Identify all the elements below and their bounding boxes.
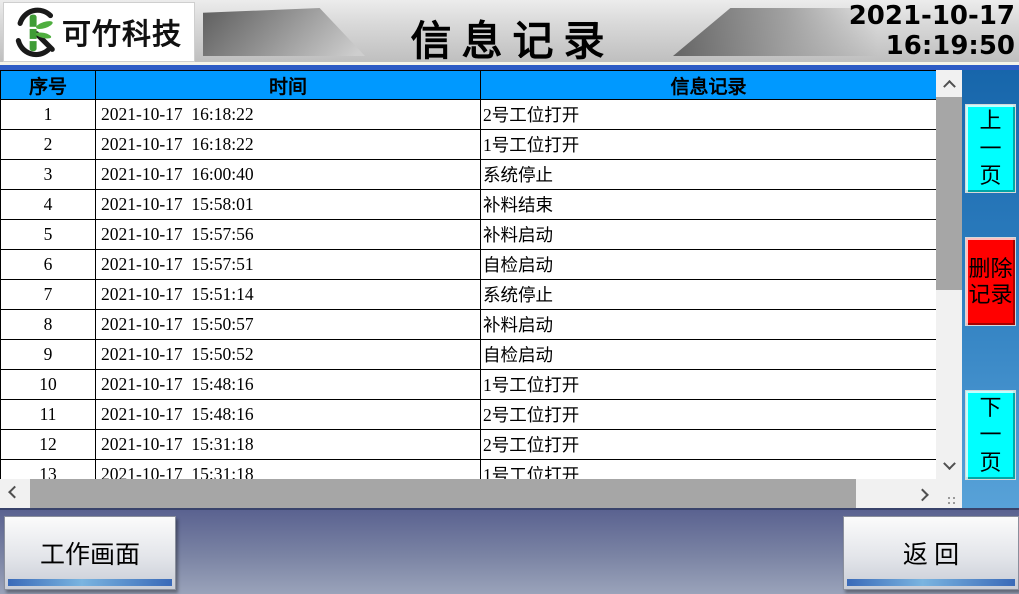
delete-records-button[interactable]: 删除记录 xyxy=(965,237,1016,326)
cell-time: 2021-10-17 16:18:22 xyxy=(95,99,481,130)
cell-time: 2021-10-17 15:31:18 xyxy=(95,429,481,460)
table-row[interactable]: 10 2021-10-17 15:48:16 1号工位打开 xyxy=(0,369,936,400)
side-button-panel: 上一页 删除记录 下一页 xyxy=(962,70,1019,508)
cell-no: 2 xyxy=(0,129,96,160)
header-separator-light xyxy=(0,62,1019,65)
scroll-left-button[interactable] xyxy=(0,479,28,508)
back-button[interactable]: 返 回 xyxy=(843,516,1019,590)
back-label: 返 回 xyxy=(902,542,960,569)
page-title: 信息记录 xyxy=(410,18,615,64)
column-header-time: 时间 xyxy=(95,70,481,100)
cell-no: 12 xyxy=(0,429,96,460)
table-row[interactable]: 9 2021-10-17 15:50:52 自检启动 xyxy=(0,339,936,370)
table-row[interactable]: 3 2021-10-17 16:00:40 系统停止 xyxy=(0,159,936,190)
horizontal-scrollbar[interactable] xyxy=(0,479,936,508)
cell-message: 补料启动 xyxy=(480,309,936,340)
cell-message: 1号工位打开 xyxy=(480,369,936,400)
cell-time: 2021-10-17 15:50:57 xyxy=(95,309,481,340)
table-row[interactable]: 4 2021-10-17 15:58:01 补料结束 xyxy=(0,189,936,220)
table-row[interactable]: 12 2021-10-17 15:31:18 2号工位打开 xyxy=(0,429,936,460)
horizontal-scroll-thumb[interactable] xyxy=(30,479,856,508)
cell-no: 8 xyxy=(0,309,96,340)
cell-message: 系统停止 xyxy=(480,279,936,310)
scroll-right-button[interactable] xyxy=(908,479,936,508)
scroll-up-icon xyxy=(942,79,956,93)
cell-message: 自检启动 xyxy=(480,249,936,280)
scrollbar-corner xyxy=(936,479,962,508)
button-accent-stripe xyxy=(8,579,172,586)
cell-time: 2021-10-17 15:31:18 xyxy=(95,459,481,479)
cell-no: 4 xyxy=(0,189,96,220)
cell-message: 补料结束 xyxy=(480,189,936,220)
next-page-label: 下一页 xyxy=(979,394,1002,475)
cell-no: 9 xyxy=(0,339,96,370)
cell-no: 5 xyxy=(0,219,96,250)
work-screen-label: 工作画面 xyxy=(39,542,140,569)
scroll-down-button[interactable] xyxy=(936,453,962,479)
table-row[interactable]: 2 2021-10-17 16:18:22 1号工位打开 xyxy=(0,129,936,160)
date-text: 2021-10-17 xyxy=(848,1,1015,31)
cell-time: 2021-10-17 15:57:56 xyxy=(95,219,481,250)
next-page-button[interactable]: 下一页 xyxy=(965,390,1016,480)
cell-time: 2021-10-17 15:51:14 xyxy=(95,279,481,310)
datetime-display: 2021-10-17 16:19:50 xyxy=(849,1,1015,61)
kezhu-logo-icon xyxy=(15,7,55,58)
cell-time: 2021-10-17 15:57:51 xyxy=(95,249,481,280)
header-bar: 可竹科技 信息记录 2021-10-17 16:19:50 xyxy=(0,0,1019,64)
cell-time: 2021-10-17 15:48:16 xyxy=(95,369,481,400)
cell-message: 自检启动 xyxy=(480,339,936,370)
scroll-left-icon xyxy=(7,485,21,499)
cell-no: 7 xyxy=(0,279,96,310)
cell-no: 3 xyxy=(0,159,96,190)
scroll-up-button[interactable] xyxy=(936,70,962,96)
cell-message: 1号工位打开 xyxy=(480,129,936,160)
previous-page-label: 上一页 xyxy=(979,108,1002,189)
table-row[interactable]: 8 2021-10-17 15:50:57 补料启动 xyxy=(0,309,936,340)
cell-message: 1号工位打开 xyxy=(480,459,936,479)
cell-time: 2021-10-17 15:50:52 xyxy=(95,339,481,370)
cell-no: 13 xyxy=(0,459,96,479)
button-accent-stripe xyxy=(847,579,1015,586)
time-text: 16:19:50 xyxy=(885,31,1015,61)
table-row[interactable]: 1 2021-10-17 16:18:22 2号工位打开 xyxy=(0,99,936,130)
cell-time: 2021-10-17 15:48:16 xyxy=(95,399,481,430)
table-header-row: 序号 时间 信息记录 xyxy=(0,70,936,100)
column-header-no: 序号 xyxy=(0,70,96,100)
decor-ribbon-left xyxy=(203,8,365,56)
delete-records-label: 删除记录 xyxy=(968,256,1013,307)
cell-message: 系统停止 xyxy=(480,159,936,190)
cell-no: 10 xyxy=(0,369,96,400)
table-row[interactable]: 5 2021-10-17 15:57:56 补料启动 xyxy=(0,219,936,250)
column-header-msg: 信息记录 xyxy=(480,70,936,100)
previous-page-button[interactable]: 上一页 xyxy=(965,104,1016,193)
cell-no: 1 xyxy=(0,99,96,130)
table-row[interactable]: 7 2021-10-17 15:51:14 系统停止 xyxy=(0,279,936,310)
cell-message: 2号工位打开 xyxy=(480,99,936,130)
cell-no: 6 xyxy=(0,249,96,280)
cell-time: 2021-10-17 16:00:40 xyxy=(95,159,481,190)
resize-grip-icon xyxy=(953,497,955,499)
cell-time: 2021-10-17 16:18:22 xyxy=(95,129,481,160)
decor-ribbon-right xyxy=(673,8,878,56)
cell-message: 补料启动 xyxy=(480,219,936,250)
scroll-down-icon xyxy=(942,456,956,470)
logo-text: 可竹科技 xyxy=(62,19,183,51)
cell-no: 11 xyxy=(0,399,96,430)
cell-time: 2021-10-17 15:58:01 xyxy=(95,189,481,220)
vertical-scroll-thumb[interactable] xyxy=(936,97,962,290)
bottom-nav-bar: 工作画面 返 回 xyxy=(0,508,1019,594)
table-row[interactable]: 11 2021-10-17 15:48:16 2号工位打开 xyxy=(0,399,936,430)
cell-message: 2号工位打开 xyxy=(480,399,936,430)
cell-message: 2号工位打开 xyxy=(480,429,936,460)
table-row[interactable]: 6 2021-10-17 15:57:51 自检启动 xyxy=(0,249,936,280)
table-body: 1 2021-10-17 16:18:22 2号工位打开 2 2021-10-17 16… xyxy=(0,99,936,479)
table-row[interactable]: 13 2021-10-17 15:31:18 1号工位打开 xyxy=(0,459,936,479)
work-screen-button[interactable]: 工作画面 xyxy=(4,516,176,590)
logo: 可竹科技 xyxy=(3,2,195,62)
record-table: 序号 时间 信息记录 1 2021-10-17 16:18:22 2号工位打开 2 20… xyxy=(0,70,936,479)
header-separator-blue xyxy=(0,65,1019,70)
vertical-scrollbar[interactable] xyxy=(936,70,962,479)
scroll-right-icon xyxy=(915,488,929,502)
